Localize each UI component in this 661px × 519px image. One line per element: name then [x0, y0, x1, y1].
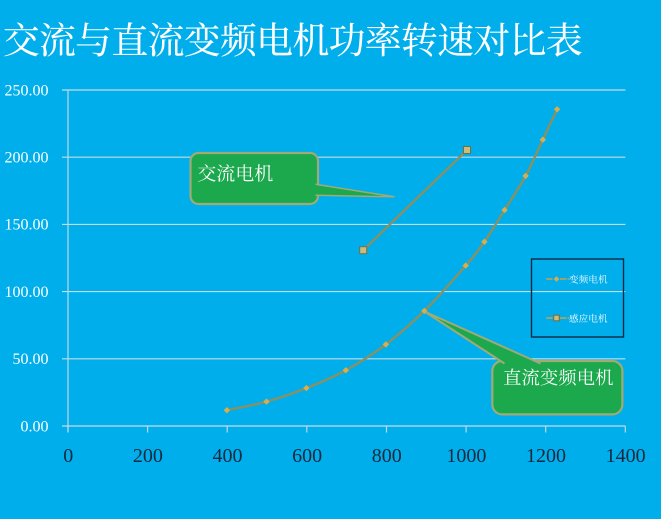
svg-text:1200: 1200: [526, 445, 566, 467]
svg-text:250.00: 250.00: [5, 82, 49, 99]
svg-text:0.00: 0.00: [21, 418, 49, 435]
svg-text:400: 400: [213, 445, 243, 467]
svg-text:50.00: 50.00: [13, 351, 49, 368]
svg-text:150.00: 150.00: [5, 217, 49, 234]
svg-text:0: 0: [63, 445, 73, 467]
svg-text:200.00: 200.00: [5, 150, 49, 167]
svg-text:1400: 1400: [606, 445, 646, 467]
svg-text:800: 800: [372, 445, 402, 467]
svg-text:600: 600: [292, 445, 322, 467]
svg-text:100.00: 100.00: [5, 284, 49, 301]
svg-text:1000: 1000: [446, 445, 486, 467]
svg-text:200: 200: [133, 445, 163, 467]
